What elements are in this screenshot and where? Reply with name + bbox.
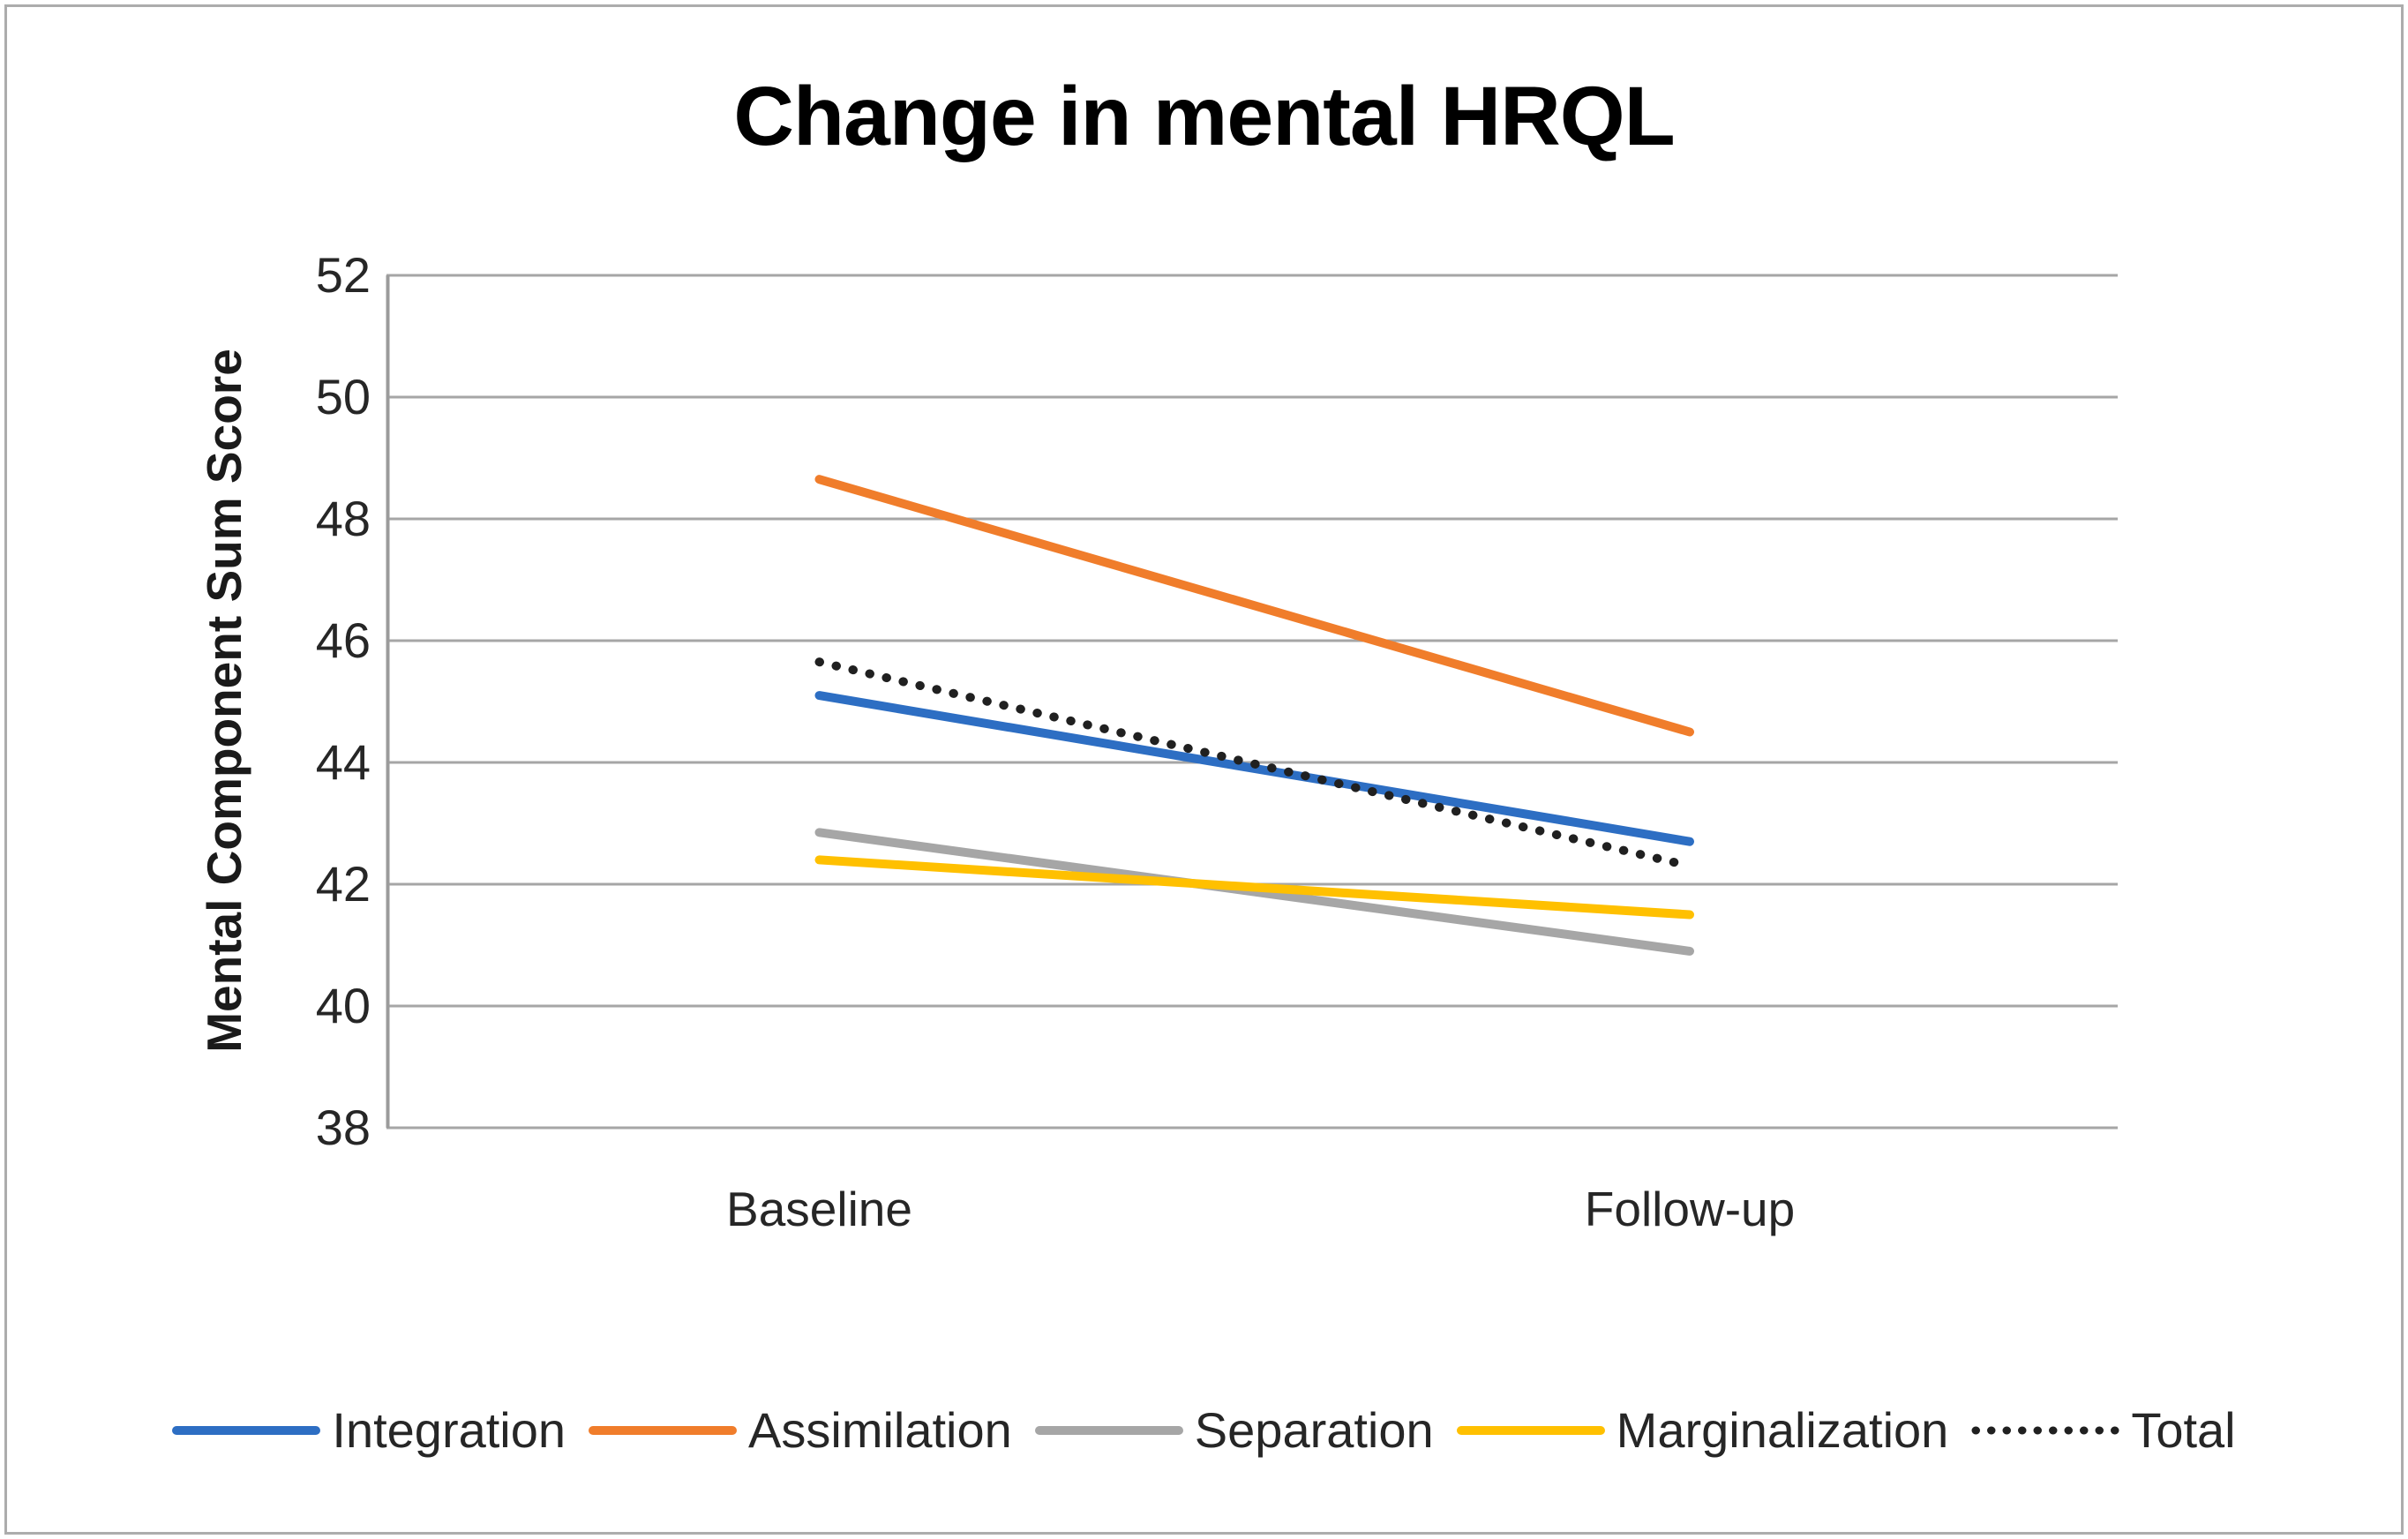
legend-item-separation: Separation xyxy=(1034,1401,1434,1459)
legend-line-swatch-icon xyxy=(1034,1425,1183,1435)
legend-label: Separation xyxy=(1194,1402,1434,1458)
chart-title: Change in mental HRQL xyxy=(733,70,1675,163)
legend-item-marginalization: Marginalization xyxy=(1456,1401,1949,1459)
series-line-total xyxy=(814,657,1694,871)
legend-item-total: Total xyxy=(1971,1401,2236,1459)
y-tick-label: 46 xyxy=(315,612,371,668)
x-tick-label: Baseline xyxy=(726,1182,912,1236)
x-axis-tick-labels: Baseline Follow-up xyxy=(0,1181,2408,1251)
series-line-marginalization xyxy=(814,855,1694,920)
legend-item-assimilation: Assimilation xyxy=(589,1401,1012,1459)
legend-line-swatch-icon xyxy=(1456,1425,1605,1435)
legend-dotted-line-swatch-icon xyxy=(1971,1426,2119,1434)
legend-item-integration: Integration xyxy=(172,1401,566,1459)
y-tick-label: 50 xyxy=(315,369,371,424)
y-tick-label: 52 xyxy=(315,247,371,303)
y-tick-label: 42 xyxy=(315,856,371,912)
legend-line-swatch-icon xyxy=(589,1425,738,1435)
legend-label: Assimilation xyxy=(748,1402,1012,1458)
plot-canvas xyxy=(386,274,2118,1130)
y-tick-label: 44 xyxy=(315,734,371,790)
x-tick-label: Follow-up xyxy=(1584,1182,1796,1236)
y-tick-label: 48 xyxy=(315,491,371,546)
series-line-integration xyxy=(814,691,1694,846)
legend-label: Marginalization xyxy=(1616,1402,1949,1458)
y-tick-label: 38 xyxy=(315,1100,371,1155)
legend-line-swatch-icon xyxy=(172,1425,321,1435)
legend-label: Total xyxy=(2131,1402,2236,1458)
legend-label: Integration xyxy=(332,1402,566,1458)
y-tick-label: 40 xyxy=(315,978,371,1033)
series-line-separation xyxy=(814,828,1694,956)
legend: Integration Assimilation Separation Margina… xyxy=(0,1401,2408,1459)
plot-area xyxy=(386,274,2118,1130)
y-axis-tick-labels: 52 50 48 46 44 42 40 38 xyxy=(0,0,371,1539)
series-line-assimilation xyxy=(814,475,1694,737)
